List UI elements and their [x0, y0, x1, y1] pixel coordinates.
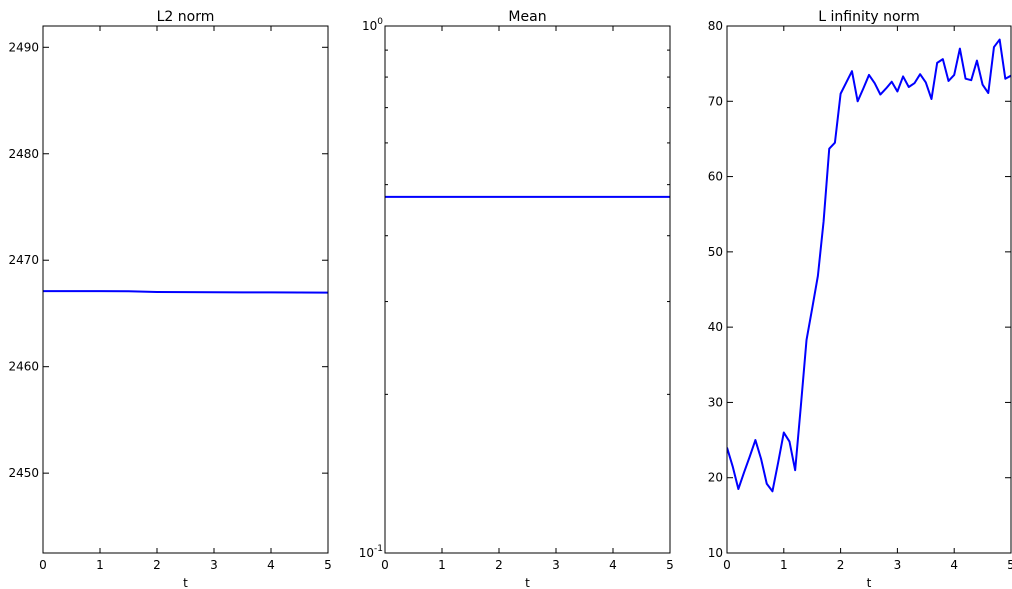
mean-panel: Mean t 0 1 2 3 4 5 10-1 100 [359, 9, 674, 589]
mean-x-tick-label: 3 [552, 558, 560, 572]
l-infinity-norm-y-tick-label: 50 [708, 245, 723, 259]
l2-norm-x-tick-label: 2 [153, 558, 161, 572]
l2-norm-panel: L2 norm t 0 1 2 3 4 5 2450 2460 2470 2480 2490 [8, 9, 331, 589]
l2-norm-y-tick-label: 2450 [8, 466, 39, 480]
l-infinity-norm-series-line [727, 38, 1011, 493]
l2-norm-plot-frame [42, 25, 329, 554]
l2-norm-x-tick-label: 0 [39, 558, 47, 572]
l-infinity-norm-x-tick-label: 5 [1007, 558, 1012, 572]
l-infinity-norm-y-tick-label: 60 [708, 170, 723, 184]
l-infinity-norm-plot-frame [726, 25, 1012, 554]
l2-norm-x-tick-label: 4 [267, 558, 275, 572]
l-infinity-norm-y-tick-label: 30 [708, 395, 723, 409]
l-infinity-norm-panel: L infinity norm t 0 1 2 3 4 5 10 20 30 40 50 60 70 80 [708, 9, 1012, 589]
l-infinity-norm-y-tick-label: 20 [708, 471, 723, 485]
l-infinity-norm-y-tick-label: 80 [708, 19, 723, 33]
mean-y-tick-label: 100 [362, 17, 383, 33]
mean-x-tick-label: 2 [495, 558, 503, 572]
mean-x-tick-label: 1 [438, 558, 446, 572]
l2-norm-x-tick-label: 3 [210, 558, 218, 572]
l2-norm-y-tick-label: 2480 [8, 147, 39, 161]
l2-norm-x-tick-label: 5 [324, 558, 332, 572]
l-infinity-norm-x-tick-label: 2 [837, 558, 845, 572]
l-infinity-norm-y-tick-label: 10 [708, 546, 723, 560]
l2-norm-series-line [43, 290, 328, 294]
l-infinity-norm-x-tick-label: 3 [894, 558, 902, 572]
l-infinity-norm-x-tick-label: 0 [723, 558, 731, 572]
l2-norm-title: L2 norm [157, 9, 215, 25]
mean-plot-frame [384, 25, 671, 554]
l2-norm-y-tick-label: 2460 [8, 360, 39, 374]
l-infinity-norm-x-tick-label: 1 [780, 558, 788, 572]
l2-norm-y-tick-label: 2470 [8, 253, 39, 267]
l-infinity-norm-x-axis-label: t [867, 576, 872, 589]
l-infinity-norm-title: L infinity norm [818, 9, 919, 25]
l-infinity-norm-y-tick-label: 40 [708, 320, 723, 334]
l-infinity-norm-x-tick-label: 4 [950, 558, 958, 572]
l-infinity-norm-y-tick-label: 70 [708, 94, 723, 108]
l2-norm-x-tick-label: 1 [96, 558, 104, 572]
l2-norm-x-axis-label: t [183, 576, 188, 589]
l2-norm-y-tick-label: 2490 [8, 40, 39, 54]
mean-x-tick-label: 0 [381, 558, 389, 572]
mean-x-tick-label: 5 [666, 558, 674, 572]
mean-title: Mean [508, 9, 546, 25]
mean-x-axis-label: t [525, 576, 530, 589]
mean-y-tick-label: 10-1 [359, 544, 383, 560]
mean-x-tick-label: 4 [609, 558, 617, 572]
